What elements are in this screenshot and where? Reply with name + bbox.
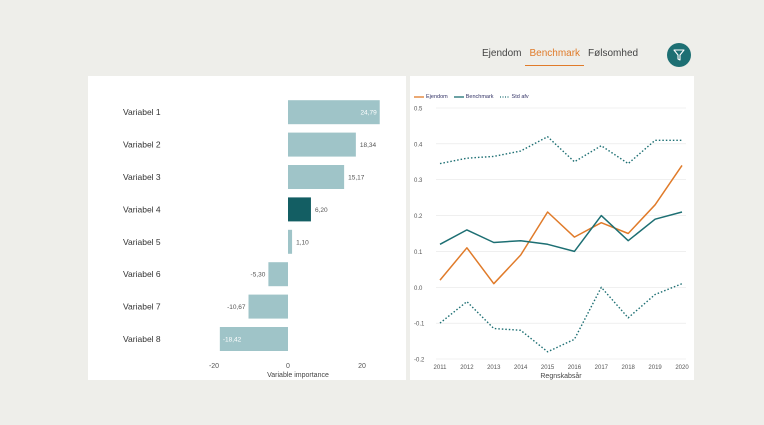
bar[interactable]: [288, 230, 292, 254]
tab-ejendom[interactable]: Ejendom: [478, 47, 525, 65]
category-label: Variabel 5: [123, 237, 161, 247]
category-label: Variabel 6: [123, 269, 161, 279]
series-line-benchmark: [440, 212, 682, 251]
y-tick-label: 0.2: [414, 214, 423, 220]
bar[interactable]: [249, 295, 288, 319]
category-label: Variabel 3: [123, 172, 161, 182]
x-tick-label: 2012: [460, 365, 474, 371]
x-tick-label: 2020: [675, 365, 689, 371]
x-axis-title: Variable importance: [267, 372, 329, 379]
y-tick-label: 0.0: [414, 286, 423, 292]
bar-value-label: 18,34: [360, 142, 377, 149]
y-tick-label: -0.1: [414, 322, 425, 328]
x-tick-label: 20: [358, 363, 366, 370]
bar[interactable]: [288, 197, 311, 221]
series-line-ejendom: [440, 165, 682, 283]
legend-label-ejendom: Ejendom: [426, 94, 448, 100]
variable-importance-panel: Variabel 1 24,79 Variabel 2 18,34 Variabel 3…: [88, 76, 406, 380]
bar-value-label: -10,67: [227, 304, 246, 311]
bar[interactable]: [268, 262, 288, 286]
category-label: Variabel 2: [123, 140, 161, 150]
legend-item-benchmark: Benchmark: [454, 94, 494, 100]
category-label: Variabel 8: [123, 334, 161, 344]
category-label: Variabel 4: [123, 204, 161, 214]
x-tick-label: 2017: [595, 365, 609, 371]
x-tick-label: 2016: [568, 365, 582, 371]
bar-value-label: 15,17: [348, 175, 365, 182]
category-label: Variabel 1: [123, 107, 161, 117]
x-tick-label: -20: [209, 363, 219, 370]
legend-label-std-afv: Std afv: [512, 94, 529, 100]
y-tick-label: -0.2: [414, 358, 425, 364]
y-tick-label: 0.3: [414, 178, 423, 184]
legend-item-ejendom: Ejendom: [414, 94, 448, 100]
x-axis-title: Regnskabsår: [540, 372, 582, 380]
bar-value-label: 6,20: [315, 207, 328, 214]
benchmark-line-chart: 0.5 0.4 0.3 0.2 0.1 0.0 -0.1 -0.2 2011 2012 2013 20…: [410, 76, 694, 380]
x-tick-label: 2015: [541, 365, 555, 371]
y-tick-label: 0.5: [414, 107, 423, 113]
x-tick-label: 0: [286, 363, 290, 370]
tab-benchmark[interactable]: Benchmark: [525, 47, 584, 66]
chart-legend: Ejendom Benchmark Std afv: [414, 94, 529, 100]
benchmark-line-panel: Ejendom Benchmark Std afv 0.5 0.4 0.3 0.2 0.…: [410, 76, 694, 380]
x-tick-label: 2013: [487, 365, 501, 371]
tab-folsomhed[interactable]: Følsomhed: [584, 47, 642, 65]
bar-value-label: -5,30: [251, 272, 266, 279]
variable-importance-chart: Variabel 1 24,79 Variabel 2 18,34 Variabel 3…: [88, 76, 406, 380]
x-tick-label: 2014: [514, 365, 528, 371]
legend-label-benchmark: Benchmark: [466, 94, 494, 100]
x-tick-label: 2011: [434, 365, 448, 371]
bar-value-label: -18,42: [223, 337, 242, 344]
y-tick-label: 0.4: [414, 142, 423, 148]
bar-value-label: 24,79: [360, 110, 377, 117]
y-tick-label: 0.1: [414, 250, 423, 256]
category-label: Variabel 7: [123, 302, 161, 312]
bar[interactable]: [288, 165, 344, 189]
bar-value-label: 1,10: [296, 239, 309, 246]
series-line-std-afv-lower: [440, 284, 682, 352]
filter-button[interactable]: [667, 43, 691, 67]
funnel-icon: [672, 48, 686, 62]
x-tick-label: 2018: [622, 365, 636, 371]
bar[interactable]: [288, 133, 356, 157]
legend-item-std-afv: Std afv: [500, 94, 529, 100]
x-tick-label: 2019: [648, 365, 662, 371]
view-tabs: Ejendom Benchmark Følsomhed: [478, 47, 642, 67]
series-line-std-afv: [440, 137, 682, 164]
